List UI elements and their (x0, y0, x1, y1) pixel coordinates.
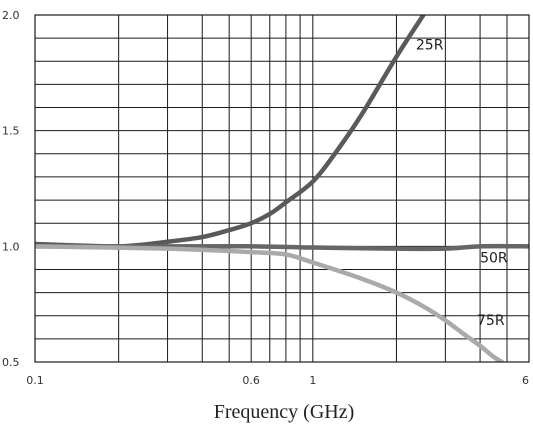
x-tick-label: 1 (309, 374, 316, 387)
x-tick-label: 6 (522, 374, 529, 387)
y-tick-label: 2.0 (2, 9, 20, 22)
y-tick-label: 1.0 (2, 240, 20, 253)
x-axis-label: Frequency (GHz) (214, 401, 355, 423)
series-line-75R (35, 244, 505, 362)
series-label-25R: 25R (416, 38, 444, 54)
plot-frame (34, 14, 530, 363)
series-line-25R (35, 15, 426, 249)
series-label-75R: 75R (477, 313, 505, 329)
y-tick-label: 0.5 (2, 356, 20, 369)
grid-lines (35, 15, 529, 362)
series-line-50R (35, 243, 529, 252)
series-label-50R: 50R (480, 251, 508, 267)
x-tick-label: 0.6 (242, 374, 260, 387)
x-tick-label: 0.1 (26, 374, 44, 387)
y-tick-label: 1.5 (2, 125, 20, 138)
labels: 0.1 0.6 1 6 2.0 1.5 1.0 0.5 Frequency (GHz) 25R 50… (2, 9, 529, 423)
axes (34, 14, 530, 363)
series-lines (35, 15, 529, 362)
